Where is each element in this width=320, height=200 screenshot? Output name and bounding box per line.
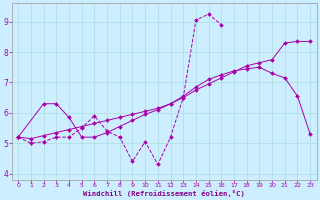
X-axis label: Windchill (Refroidissement éolien,°C): Windchill (Refroidissement éolien,°C) xyxy=(83,190,245,197)
